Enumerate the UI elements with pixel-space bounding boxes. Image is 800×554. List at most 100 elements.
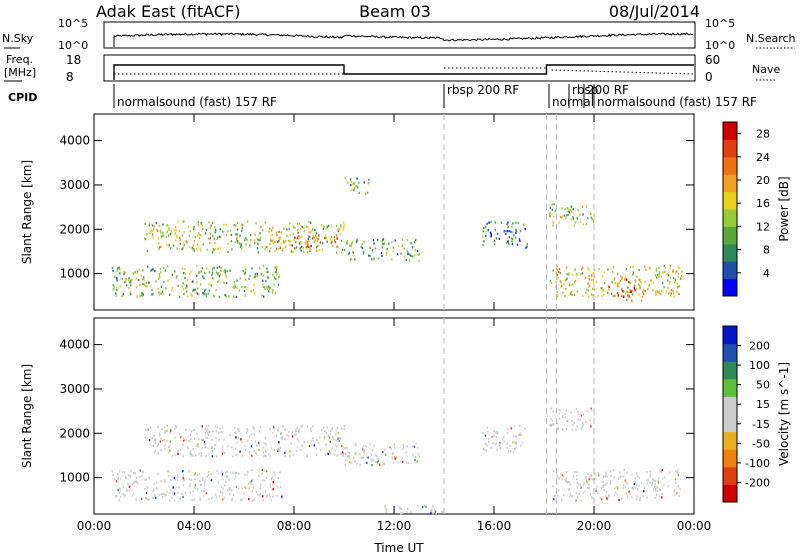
range-cell bbox=[176, 479, 179, 482]
range-cell bbox=[300, 448, 302, 451]
range-cell bbox=[262, 282, 264, 285]
range-cell bbox=[308, 444, 311, 448]
range-cell bbox=[624, 277, 626, 280]
range-cell bbox=[315, 232, 318, 235]
range-cell bbox=[290, 442, 292, 445]
range-cell bbox=[316, 239, 318, 242]
range-cell bbox=[564, 416, 566, 419]
range-cell bbox=[272, 226, 274, 229]
cpid-segment-label: rbsp bbox=[572, 83, 598, 97]
range-cell bbox=[182, 455, 184, 458]
range-cell bbox=[157, 277, 160, 280]
range-cell bbox=[432, 512, 434, 515]
range-cell bbox=[649, 474, 651, 477]
range-cell bbox=[340, 239, 343, 242]
range-cell bbox=[406, 445, 409, 448]
range-cell bbox=[272, 426, 275, 429]
range-cell bbox=[259, 494, 261, 497]
range-cell bbox=[190, 452, 192, 456]
range-cell bbox=[367, 182, 370, 185]
range-cell bbox=[218, 279, 220, 282]
range-cell bbox=[369, 443, 371, 446]
range-cell bbox=[139, 294, 141, 297]
range-cell bbox=[186, 284, 188, 287]
range-cell bbox=[216, 266, 218, 269]
nave-tick-bottom: 0 bbox=[705, 70, 713, 84]
range-cell bbox=[624, 479, 626, 482]
range-cell bbox=[295, 241, 297, 244]
range-cell bbox=[552, 410, 554, 413]
range-cell bbox=[568, 272, 570, 275]
range-cell bbox=[295, 429, 297, 432]
range-cell bbox=[588, 278, 590, 281]
y-tick-label: 2000 bbox=[59, 222, 90, 236]
range-cell bbox=[276, 234, 278, 237]
range-cell bbox=[280, 236, 282, 239]
range-cell bbox=[588, 284, 591, 288]
range-cell bbox=[646, 482, 648, 485]
station-title: Adak East (fitACF) bbox=[96, 2, 240, 21]
range-cell bbox=[327, 434, 330, 438]
range-cell bbox=[296, 427, 298, 430]
range-cell bbox=[176, 247, 178, 250]
range-cell bbox=[271, 233, 273, 237]
range-cell bbox=[577, 209, 579, 212]
range-cell bbox=[385, 510, 387, 513]
range-cell bbox=[218, 295, 221, 298]
range-cell bbox=[182, 477, 185, 480]
range-cell bbox=[554, 209, 557, 212]
range-cell bbox=[280, 432, 282, 435]
range-cell bbox=[253, 283, 255, 287]
range-cell bbox=[227, 250, 229, 254]
range-cell bbox=[279, 246, 281, 249]
range-cell bbox=[386, 248, 388, 251]
range-cell bbox=[585, 476, 587, 479]
range-cell bbox=[389, 446, 391, 449]
range-cell bbox=[344, 447, 347, 450]
range-cell bbox=[216, 280, 219, 284]
range-cell bbox=[575, 408, 578, 411]
range-cell bbox=[332, 435, 334, 438]
range-cell bbox=[212, 450, 214, 453]
range-cell bbox=[676, 492, 678, 495]
range-cell bbox=[662, 477, 664, 480]
range-cell bbox=[239, 245, 242, 248]
range-cell bbox=[122, 486, 124, 489]
range-cell bbox=[406, 511, 408, 514]
range-cell bbox=[115, 294, 117, 297]
range-cell bbox=[511, 226, 513, 229]
range-cell bbox=[326, 426, 328, 429]
range-cell bbox=[193, 225, 195, 228]
range-cell bbox=[602, 486, 604, 489]
range-cell bbox=[273, 427, 276, 430]
range-cell bbox=[325, 431, 328, 435]
range-cell bbox=[654, 487, 657, 491]
range-cell bbox=[307, 226, 309, 229]
range-cell bbox=[186, 294, 189, 297]
range-cell bbox=[266, 270, 268, 274]
range-cell bbox=[170, 489, 172, 492]
range-cell bbox=[128, 279, 130, 282]
range-cell bbox=[506, 428, 509, 431]
range-cell bbox=[167, 234, 170, 237]
range-cell bbox=[249, 481, 252, 484]
range-cell bbox=[217, 273, 219, 276]
range-cell bbox=[153, 451, 156, 454]
range-cell bbox=[259, 267, 261, 270]
range-cell bbox=[152, 236, 154, 239]
range-cell bbox=[184, 276, 186, 280]
range-cell bbox=[204, 443, 206, 446]
range-cell bbox=[169, 232, 172, 236]
range-cell bbox=[378, 463, 381, 466]
range-cell bbox=[331, 446, 334, 449]
range-cell bbox=[363, 449, 366, 452]
range-cell bbox=[253, 486, 255, 489]
range-cell bbox=[131, 494, 134, 497]
range-cell bbox=[201, 228, 204, 231]
range-cell bbox=[312, 437, 314, 440]
range-cell bbox=[326, 240, 328, 243]
range-cell bbox=[495, 436, 497, 439]
range-cell bbox=[133, 492, 135, 495]
range-cell bbox=[585, 222, 588, 225]
range-cell bbox=[211, 271, 214, 274]
